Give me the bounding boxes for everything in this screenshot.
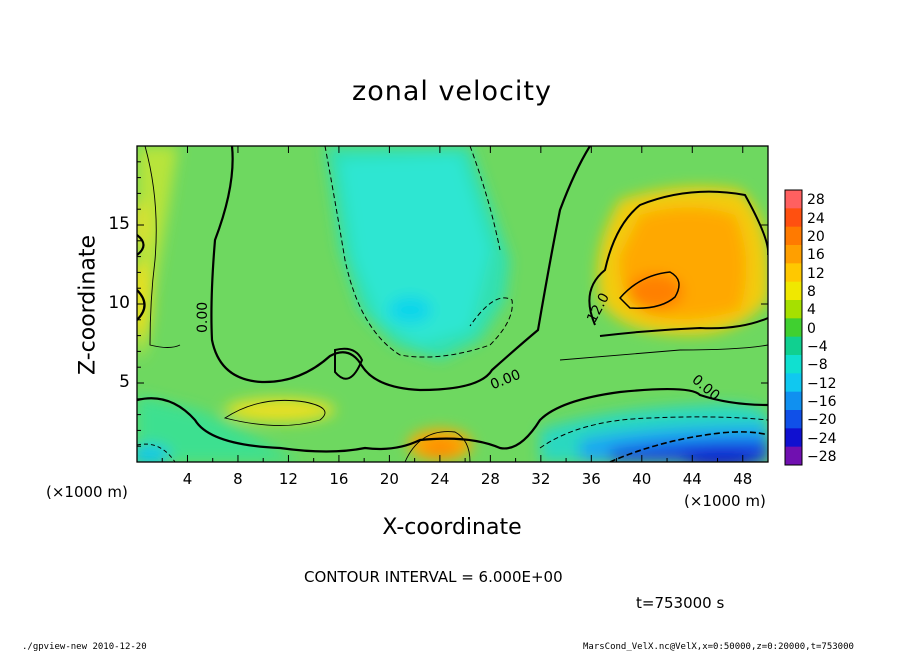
colorbar-label: 16 xyxy=(807,247,825,264)
colorbar-swatch xyxy=(785,391,802,411)
colorbar-swatch xyxy=(785,428,802,448)
colorbar-swatch xyxy=(785,446,802,466)
colorbar-swatch xyxy=(785,410,802,429)
x-tick-label: 40 xyxy=(632,470,652,488)
colorbar-label: −24 xyxy=(807,430,837,447)
contour-interval: CONTOUR INTERVAL = 6.000E+00 xyxy=(304,568,563,586)
colorbar-label: −8 xyxy=(807,357,828,374)
y-tick-label: 5 xyxy=(119,372,130,392)
x-tick-label: 12 xyxy=(278,470,298,488)
x-tick-label: 20 xyxy=(379,470,399,488)
y-tick-label: 10 xyxy=(108,293,130,313)
colorbar-label: 4 xyxy=(807,302,816,319)
footer-left: ./gpview-new 2010-12-20 xyxy=(22,642,147,652)
x-tick-label: 48 xyxy=(733,470,753,488)
colorbar-swatch xyxy=(785,190,802,209)
chart-title: zonal velocity xyxy=(352,76,552,107)
colorbar-swatch xyxy=(785,373,802,393)
colorbar-swatch xyxy=(785,263,802,283)
heatmap-field xyxy=(137,146,768,462)
colorbar-label: −28 xyxy=(807,448,837,465)
colorbar-swatch xyxy=(785,245,802,264)
x-tick-label: 32 xyxy=(531,470,551,488)
colorbar-label: −16 xyxy=(807,393,837,410)
x-tick-label: 4 xyxy=(182,470,193,488)
colorbar-label: 12 xyxy=(807,265,825,282)
x-unit-right: (×1000 m) xyxy=(684,492,766,510)
colorbar xyxy=(784,189,803,466)
colorbar-swatch xyxy=(785,226,802,246)
x-tick-label: 36 xyxy=(581,470,601,488)
x-tick-label: 44 xyxy=(682,470,702,488)
x-unit-left: (×1000 m) xyxy=(46,483,128,501)
footer-right: MarsCond_VelX.nc@VelX,x=0:50000,z=0:2000… xyxy=(583,642,854,652)
colorbar-swatch xyxy=(785,300,802,319)
x-tick-label: 16 xyxy=(329,470,349,488)
x-tick-label: 8 xyxy=(233,470,243,488)
x-tick-label: 28 xyxy=(480,470,500,488)
colorbar-label: 0 xyxy=(807,320,816,337)
colorbar-label: 24 xyxy=(807,210,825,227)
colorbar-swatch xyxy=(785,318,802,338)
colorbar-label: −4 xyxy=(807,338,828,355)
x-axis-label: X-coordinate xyxy=(382,515,522,540)
contour-label-left: 0.00 xyxy=(195,301,211,333)
colorbar-swatch xyxy=(785,355,802,374)
colorbar-swatch xyxy=(785,281,802,301)
colorbar-swatch xyxy=(785,208,802,228)
colorbar-label: −12 xyxy=(807,375,837,392)
colorbar-label: 28 xyxy=(807,192,825,209)
y-axis-label: Z-coordinate xyxy=(75,235,101,375)
time-label: t=753000 s xyxy=(636,594,725,612)
y-tick-label: 15 xyxy=(108,214,130,234)
colorbar-label: 20 xyxy=(807,228,825,245)
colorbar-label: 8 xyxy=(807,283,816,300)
colorbar-frame xyxy=(784,189,803,466)
x-tick-label: 24 xyxy=(430,470,450,488)
colorbar-swatch xyxy=(785,336,802,356)
colorbar-label: −20 xyxy=(807,412,837,429)
